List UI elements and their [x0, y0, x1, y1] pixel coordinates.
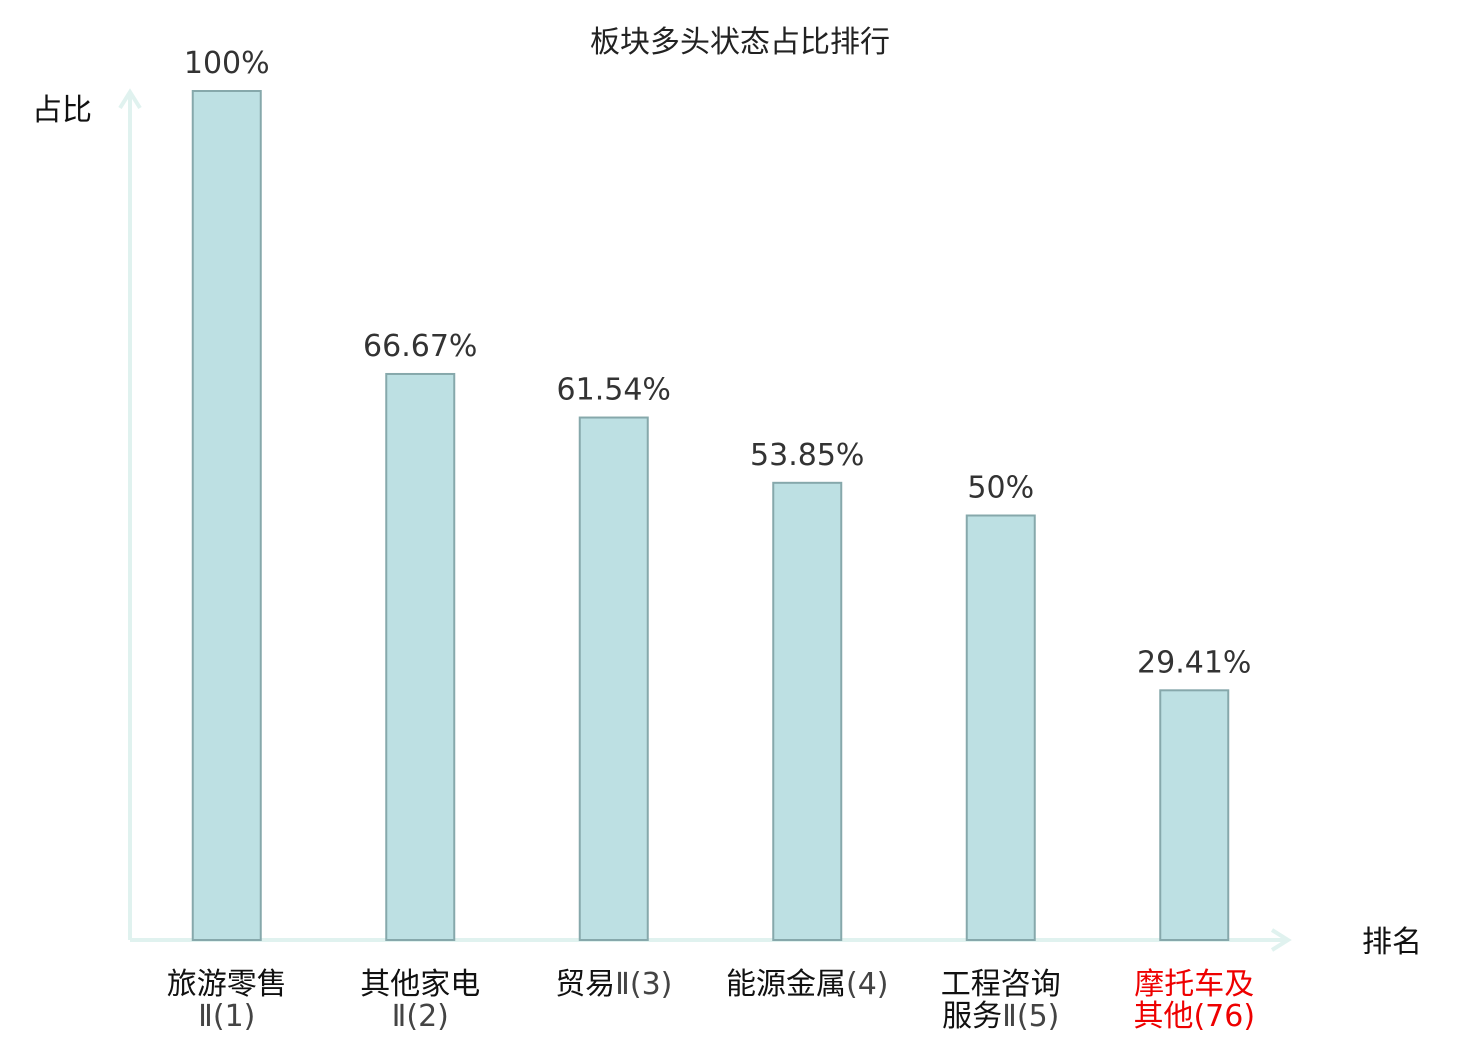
category-label-4: 能源金属(4) [726, 967, 889, 1002]
bar-4 [772, 481, 843, 941]
category-label-line: 其他(76) [1133, 999, 1255, 1034]
bar-2 [385, 372, 456, 942]
bars-group [191, 90, 1230, 942]
category-label-line: 服务Ⅱ(5) [942, 999, 1059, 1034]
category-label-line: Ⅱ(1) [198, 999, 255, 1034]
value-labels-group: 100% 66.67% 61.54% 53.85% 50% 29.41% [184, 46, 1252, 680]
bar-5 [965, 514, 1036, 941]
category-label-line: 工程咨询 [941, 967, 1061, 1002]
category-label-line: 能源金属(4) [726, 967, 889, 1002]
category-label-line: 其他家电 [360, 967, 480, 1002]
category-label-line: 摩托车及 [1134, 967, 1254, 1002]
value-label-5: 50% [967, 471, 1034, 506]
value-label-4: 53.85% [750, 438, 864, 473]
value-label-2: 66.67% [363, 329, 477, 364]
bar-6 [1159, 689, 1230, 941]
y-axis-label: 占比 [32, 93, 92, 128]
value-label-6: 29.41% [1137, 645, 1251, 680]
category-label-line: Ⅱ(2) [392, 999, 449, 1034]
bar-1 [191, 90, 262, 941]
category-label-3: 贸易Ⅱ(3) [555, 967, 672, 1002]
x-axis [130, 928, 1292, 952]
y-axis [118, 88, 142, 940]
category-label-line: 贸易Ⅱ(3) [555, 967, 672, 1002]
bar-3 [578, 416, 649, 941]
x-axis-label: 排名 [1362, 925, 1422, 960]
category-label-line: 旅游零售 [167, 967, 287, 1002]
value-label-3: 61.54% [557, 373, 671, 408]
chart-title: 板块多头状态占比排行 [590, 25, 890, 60]
value-label-1: 100% [184, 46, 270, 81]
